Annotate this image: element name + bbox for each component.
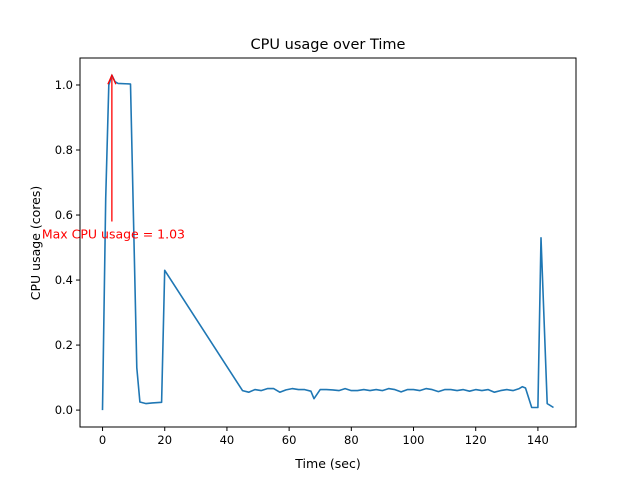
y-tick-label: 0.0	[55, 403, 73, 417]
x-tick-label: 0	[99, 433, 106, 447]
x-tick-label: 60	[282, 433, 297, 447]
chart-title: CPU usage over Time	[251, 37, 406, 53]
y-tick-label: 1.0	[55, 78, 73, 92]
y-axis-label: CPU usage (cores)	[28, 186, 43, 300]
x-tick-label: 40	[220, 433, 235, 447]
annotation-arrowhead-icon	[107, 73, 117, 85]
y-tick-label: 0.4	[55, 273, 73, 287]
x-tick-label: 100	[403, 433, 425, 447]
x-tick-label: 120	[465, 433, 487, 447]
plot-frame	[79, 57, 577, 428]
annotation-text: Max CPU usage = 1.03	[42, 227, 185, 242]
y-tick-label: 0.8	[55, 143, 73, 157]
x-axis-label: Time (sec)	[294, 456, 360, 471]
x-tick-label: 140	[527, 433, 549, 447]
y-tick-label: 0.6	[55, 208, 73, 222]
y-tick-label: 0.2	[55, 338, 73, 352]
cpu-usage-line	[101, 74, 554, 411]
x-tick-label: 80	[344, 433, 359, 447]
x-tick-label: 20	[157, 433, 172, 447]
